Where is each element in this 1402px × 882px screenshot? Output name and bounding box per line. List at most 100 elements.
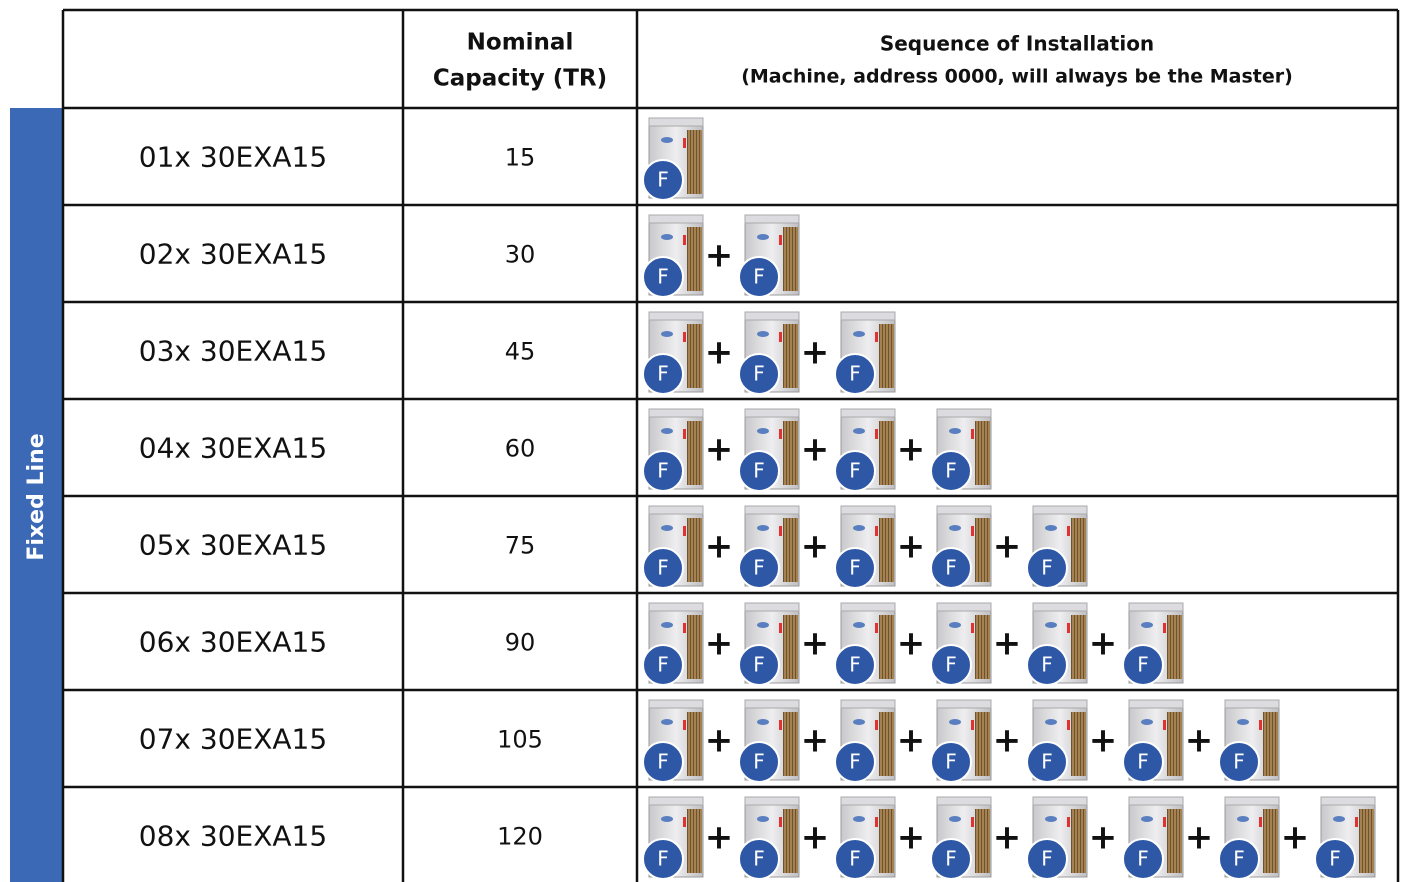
unit-top [936, 408, 992, 418]
plus: + [1185, 721, 1214, 761]
unit-top [840, 796, 896, 806]
plus: + [705, 333, 734, 373]
unit-top [744, 505, 800, 515]
unit-light [1163, 817, 1166, 827]
unit-grille [1167, 712, 1182, 776]
badge-label: F [753, 265, 765, 289]
unit-top [744, 602, 800, 612]
badge [642, 741, 684, 783]
unit-top [648, 505, 704, 515]
badge-label: F [1041, 556, 1053, 580]
plus: + [801, 721, 830, 761]
plus: + [1281, 818, 1310, 858]
unit-top [840, 505, 896, 515]
unit-icon: F [642, 214, 704, 298]
unit-top [936, 699, 992, 709]
unit-grille [687, 712, 702, 776]
badge [738, 256, 780, 298]
capacity: 105 [497, 726, 543, 754]
unit-light [779, 720, 782, 730]
unit-icon: F [930, 505, 992, 589]
model: 01x 30EXA15 [139, 141, 327, 174]
plus: + [897, 818, 926, 858]
badge-label: F [753, 847, 765, 871]
unit-top [1032, 699, 1088, 709]
badge-label: F [1137, 750, 1149, 774]
badge [642, 159, 684, 201]
plus: + [705, 527, 734, 567]
unit-grille [1167, 615, 1182, 679]
unit-top [1032, 602, 1088, 612]
unit-light [779, 235, 782, 245]
unit-logo [661, 816, 673, 822]
unit-icon: F [1122, 699, 1184, 783]
plus: + [705, 721, 734, 761]
unit-light [971, 526, 974, 536]
unit-light [1163, 623, 1166, 633]
unit-top [744, 214, 800, 224]
unit-light [875, 720, 878, 730]
badge-label: F [945, 847, 957, 871]
unit-icon: F [738, 311, 800, 395]
plus: + [897, 624, 926, 664]
header-capacity: Nominal [467, 30, 574, 56]
unit-light [971, 720, 974, 730]
unit-logo [661, 428, 673, 434]
badge [1026, 741, 1068, 783]
badge [738, 547, 780, 589]
unit-icon: F [834, 311, 896, 395]
unit-top [1032, 796, 1088, 806]
unit-logo [949, 816, 961, 822]
unit-light [683, 526, 686, 536]
unit-top [840, 602, 896, 612]
unit-icon: F [642, 796, 704, 880]
unit-grille [879, 615, 894, 679]
unit-top [840, 311, 896, 321]
unit-logo [853, 719, 865, 725]
badge-label: F [753, 750, 765, 774]
unit-top [1128, 699, 1184, 709]
unit-grille [975, 421, 990, 485]
badge [930, 838, 972, 880]
unit-logo [1045, 719, 1057, 725]
unit-top [936, 505, 992, 515]
badge-label: F [849, 362, 861, 386]
unit-light [683, 235, 686, 245]
side-label: Fixed Line [24, 433, 49, 560]
unit-logo [757, 428, 769, 434]
badge [834, 838, 876, 880]
unit-icon: F [930, 796, 992, 880]
unit-grille [783, 615, 798, 679]
unit-grille [975, 712, 990, 776]
badge [738, 838, 780, 880]
unit-grille [687, 809, 702, 873]
unit-grille [687, 615, 702, 679]
unit-icon: F [834, 699, 896, 783]
badge-label: F [657, 168, 669, 192]
badge [642, 644, 684, 686]
badge [642, 353, 684, 395]
badge-label: F [657, 556, 669, 580]
badge-label: F [753, 459, 765, 483]
unit-light [875, 526, 878, 536]
unit-grille [1071, 518, 1086, 582]
badge-label: F [1041, 750, 1053, 774]
unit-light [971, 817, 974, 827]
plus: + [1185, 818, 1214, 858]
unit-grille [687, 130, 702, 194]
badge-label: F [657, 362, 669, 386]
model: 04x 30EXA15 [139, 432, 327, 465]
unit-logo [853, 428, 865, 434]
badge-label: F [1137, 653, 1149, 677]
unit-icon: F [834, 602, 896, 686]
unit-icon: F [642, 505, 704, 589]
unit-icon: F [1026, 505, 1088, 589]
unit-grille [687, 421, 702, 485]
unit-grille [1167, 809, 1182, 873]
unit-icon: F [834, 796, 896, 880]
unit-light [875, 429, 878, 439]
unit-top [744, 796, 800, 806]
unit-light [1259, 817, 1262, 827]
unit-logo [661, 719, 673, 725]
unit-top [648, 796, 704, 806]
